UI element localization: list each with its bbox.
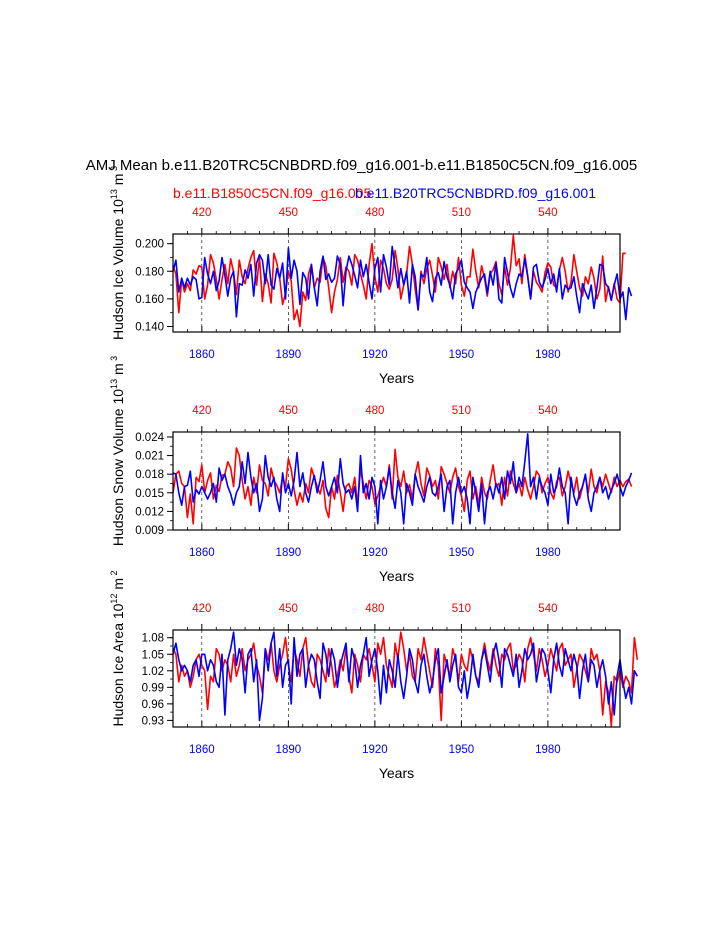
y-tick-label: 0.99 xyxy=(142,682,164,694)
y-axis-label-part: 3 xyxy=(109,356,119,364)
x-tick-label-top: 510 xyxy=(452,603,471,615)
x-tick-label-top: 540 xyxy=(538,405,557,417)
y-axis-label-part: m xyxy=(110,578,126,594)
x-tick-label-bottom: 1890 xyxy=(276,349,302,361)
x-tick-label-bottom: 1980 xyxy=(535,349,561,361)
y-axis-label-part: Hudson Ice Area 10 xyxy=(110,603,126,726)
x-tick-label-bottom: 1890 xyxy=(276,744,302,756)
y-tick-label: 0.015 xyxy=(135,488,164,500)
x-tick-label-bottom: 1920 xyxy=(362,744,388,756)
plot-frame xyxy=(172,233,621,333)
y-tick-label: 0.009 xyxy=(135,525,164,537)
y-tick-label: 0.012 xyxy=(135,506,164,518)
y-tick-label: 0.140 xyxy=(135,321,164,333)
x-tick-label-top: 480 xyxy=(365,207,384,219)
y-axis-label-part: 2 xyxy=(109,570,119,578)
x-tick-label-bottom: 1980 xyxy=(535,744,561,756)
plot-frame xyxy=(172,629,621,728)
series-line-blue xyxy=(172,245,633,321)
x-tick-label-top: 540 xyxy=(538,207,557,219)
x-tick-label-bottom: 1920 xyxy=(362,349,388,361)
x-tick-label-top: 540 xyxy=(538,603,557,615)
x-tick-label-bottom: 1890 xyxy=(276,547,302,559)
y-axis-label: Hudson Ice Area 1012 m 2 xyxy=(109,570,126,726)
y-tick-label: 0.021 xyxy=(135,451,164,463)
legend-red-label: b.e11.B1850C5CN.f09_g16.005 xyxy=(173,185,371,201)
x-tick-label-top: 450 xyxy=(279,405,298,417)
x-tick-label-top: 480 xyxy=(365,405,384,417)
x-tick-label-bottom: 1920 xyxy=(362,547,388,559)
x-tick-label-top: 420 xyxy=(192,603,211,615)
y-tick-label: 1.08 xyxy=(142,633,164,645)
y-axis-label-part: 12 xyxy=(109,594,119,604)
y-axis-label: Hudson Snow Volume 1013 m 3 xyxy=(109,356,126,546)
y-tick-label: 0.018 xyxy=(135,469,164,481)
figure-title: AMJ Mean b.e11.B20TRC5CNBDRD.f09_g16.001… xyxy=(86,157,637,174)
x-tick-label-top: 510 xyxy=(452,207,471,219)
y-tick-label: 0.200 xyxy=(135,239,164,251)
series-line-blue xyxy=(172,631,639,722)
plot-frame xyxy=(172,431,621,531)
x-tick-label-bottom: 1860 xyxy=(189,547,215,559)
legend-blue-label: b.e11.B20TRC5CNBDRD.f09_g16.001 xyxy=(355,185,596,201)
series-line-red xyxy=(172,631,639,727)
y-tick-label: 1.05 xyxy=(142,649,164,661)
x-tick-label-top: 510 xyxy=(452,405,471,417)
y-axis-label-part: 13 xyxy=(109,189,119,199)
y-tick-label: 0.024 xyxy=(135,432,164,444)
x-tick-label-bottom: 1860 xyxy=(189,744,215,756)
y-tick-label: 0.160 xyxy=(135,294,164,306)
y-axis-label-part: 3 xyxy=(109,166,119,174)
x-tick-label-bottom: 1950 xyxy=(449,547,475,559)
x-tick-label-top: 450 xyxy=(279,207,298,219)
x-tick-label-bottom: 1950 xyxy=(449,744,475,756)
x-tick-label-top: 480 xyxy=(365,603,384,615)
x-axis-label: Years xyxy=(379,568,414,584)
y-axis-label-part: 13 xyxy=(109,379,119,389)
x-tick-label-top: 450 xyxy=(279,603,298,615)
panel-3: 0.93 0.96 0.99 1.02 1.05 1.08 1860 1890 1920 1950… xyxy=(109,570,639,781)
y-axis-label-part: m xyxy=(110,174,126,190)
x-tick-label-top: 420 xyxy=(192,405,211,417)
y-axis-label-part: Hudson Snow Volume 10 xyxy=(110,389,126,546)
y-axis-label-part: Hudson Ice Volume 10 xyxy=(110,199,126,340)
x-tick-label-bottom: 1860 xyxy=(189,349,215,361)
y-axis-label: Hudson Ice Volume 1013 m 3 xyxy=(109,166,126,340)
x-axis-label: Years xyxy=(379,765,414,781)
panel-1: 0.140 0.160 0.180 0.200 1860 1890 1920 1950 1980… xyxy=(109,166,633,386)
x-axis-label: Years xyxy=(379,370,414,386)
y-axis-label-part: m xyxy=(110,363,126,379)
x-tick-label-bottom: 1980 xyxy=(535,547,561,559)
x-tick-label-top: 420 xyxy=(192,207,211,219)
panel-2: 0.009 0.012 0.015 0.018 0.021 0.024 1860 1890 19… xyxy=(109,356,633,584)
series-line-blue xyxy=(172,433,633,525)
series-line-red xyxy=(172,234,626,328)
x-tick-label-bottom: 1950 xyxy=(449,349,475,361)
y-tick-label: 1.02 xyxy=(142,666,164,678)
y-tick-label: 0.180 xyxy=(135,266,164,278)
y-tick-label: 0.93 xyxy=(142,715,164,727)
y-tick-label: 0.96 xyxy=(142,699,164,711)
